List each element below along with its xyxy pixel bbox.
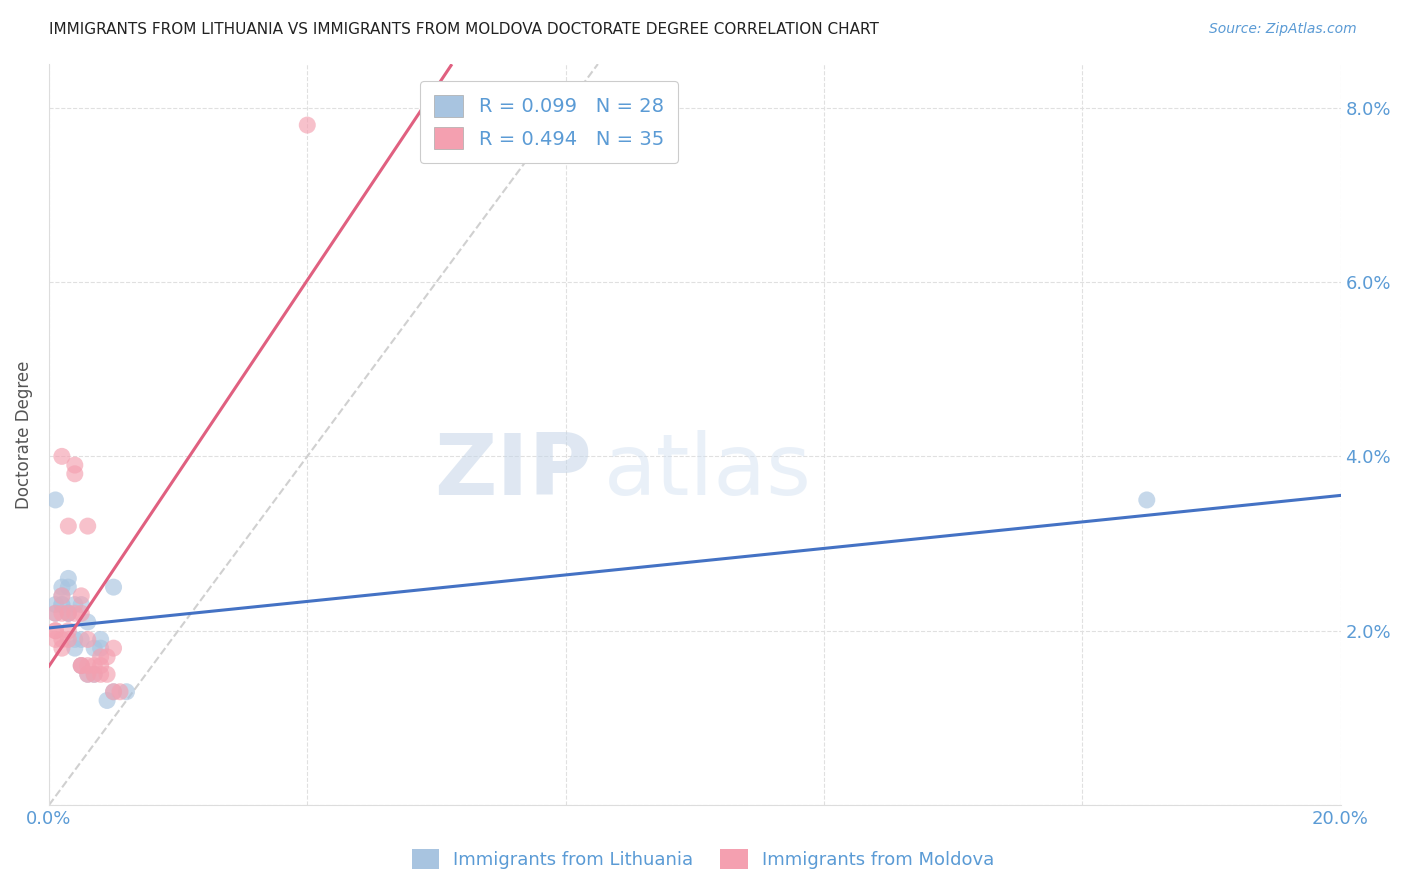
Point <box>90 641 112 656</box>
Y-axis label: Doctorate Degree: Doctorate Degree <box>15 360 32 508</box>
Point <box>58 571 80 585</box>
Point <box>76 658 98 673</box>
Point <box>58 607 80 621</box>
Point <box>58 580 80 594</box>
Point <box>115 685 138 699</box>
Point <box>297 118 319 132</box>
Point <box>44 624 66 638</box>
Text: atlas: atlas <box>605 430 813 513</box>
Point <box>103 580 125 594</box>
Point <box>103 641 125 656</box>
Point <box>51 580 73 594</box>
Point <box>58 632 80 647</box>
Point <box>70 658 93 673</box>
Point <box>70 598 93 612</box>
Point <box>90 658 112 673</box>
Legend: R = 0.099   N = 28, R = 0.494   N = 35: R = 0.099 N = 28, R = 0.494 N = 35 <box>420 81 678 163</box>
Point <box>44 607 66 621</box>
Point <box>70 607 93 621</box>
Point <box>44 624 66 638</box>
Legend: Immigrants from Lithuania, Immigrants from Moldova: Immigrants from Lithuania, Immigrants fr… <box>402 839 1004 879</box>
Point <box>63 467 86 481</box>
Point <box>70 589 93 603</box>
Point <box>76 519 98 533</box>
Point <box>51 450 73 464</box>
Point <box>58 519 80 533</box>
Point <box>96 667 118 681</box>
Point <box>70 658 93 673</box>
Point <box>51 589 73 603</box>
Point <box>58 607 80 621</box>
Point <box>1136 492 1159 507</box>
Point <box>63 632 86 647</box>
Point <box>70 632 93 647</box>
Point <box>58 607 80 621</box>
Point <box>51 589 73 603</box>
Point <box>63 607 86 621</box>
Point <box>44 492 66 507</box>
Point <box>70 658 93 673</box>
Point <box>51 598 73 612</box>
Point <box>76 615 98 629</box>
Point <box>83 667 105 681</box>
Point <box>58 624 80 638</box>
Point <box>76 632 98 647</box>
Point <box>51 641 73 656</box>
Point <box>96 693 118 707</box>
Point <box>44 632 66 647</box>
Point <box>90 649 112 664</box>
Point <box>44 598 66 612</box>
Point <box>51 607 73 621</box>
Point <box>51 598 73 612</box>
Point <box>103 685 125 699</box>
Point <box>108 685 131 699</box>
Text: ZIP: ZIP <box>433 430 592 513</box>
Point <box>103 685 125 699</box>
Point <box>83 658 105 673</box>
Point <box>76 667 98 681</box>
Point <box>83 641 105 656</box>
Text: IMMIGRANTS FROM LITHUANIA VS IMMIGRANTS FROM MOLDOVA DOCTORATE DEGREE CORRELATIO: IMMIGRANTS FROM LITHUANIA VS IMMIGRANTS … <box>49 22 879 37</box>
Point <box>90 667 112 681</box>
Point <box>63 641 86 656</box>
Point <box>96 649 118 664</box>
Point <box>44 607 66 621</box>
Point <box>83 667 105 681</box>
Point <box>90 632 112 647</box>
Point <box>76 667 98 681</box>
Point <box>51 632 73 647</box>
Text: Source: ZipAtlas.com: Source: ZipAtlas.com <box>1209 22 1357 37</box>
Point <box>63 598 86 612</box>
Point <box>63 458 86 472</box>
